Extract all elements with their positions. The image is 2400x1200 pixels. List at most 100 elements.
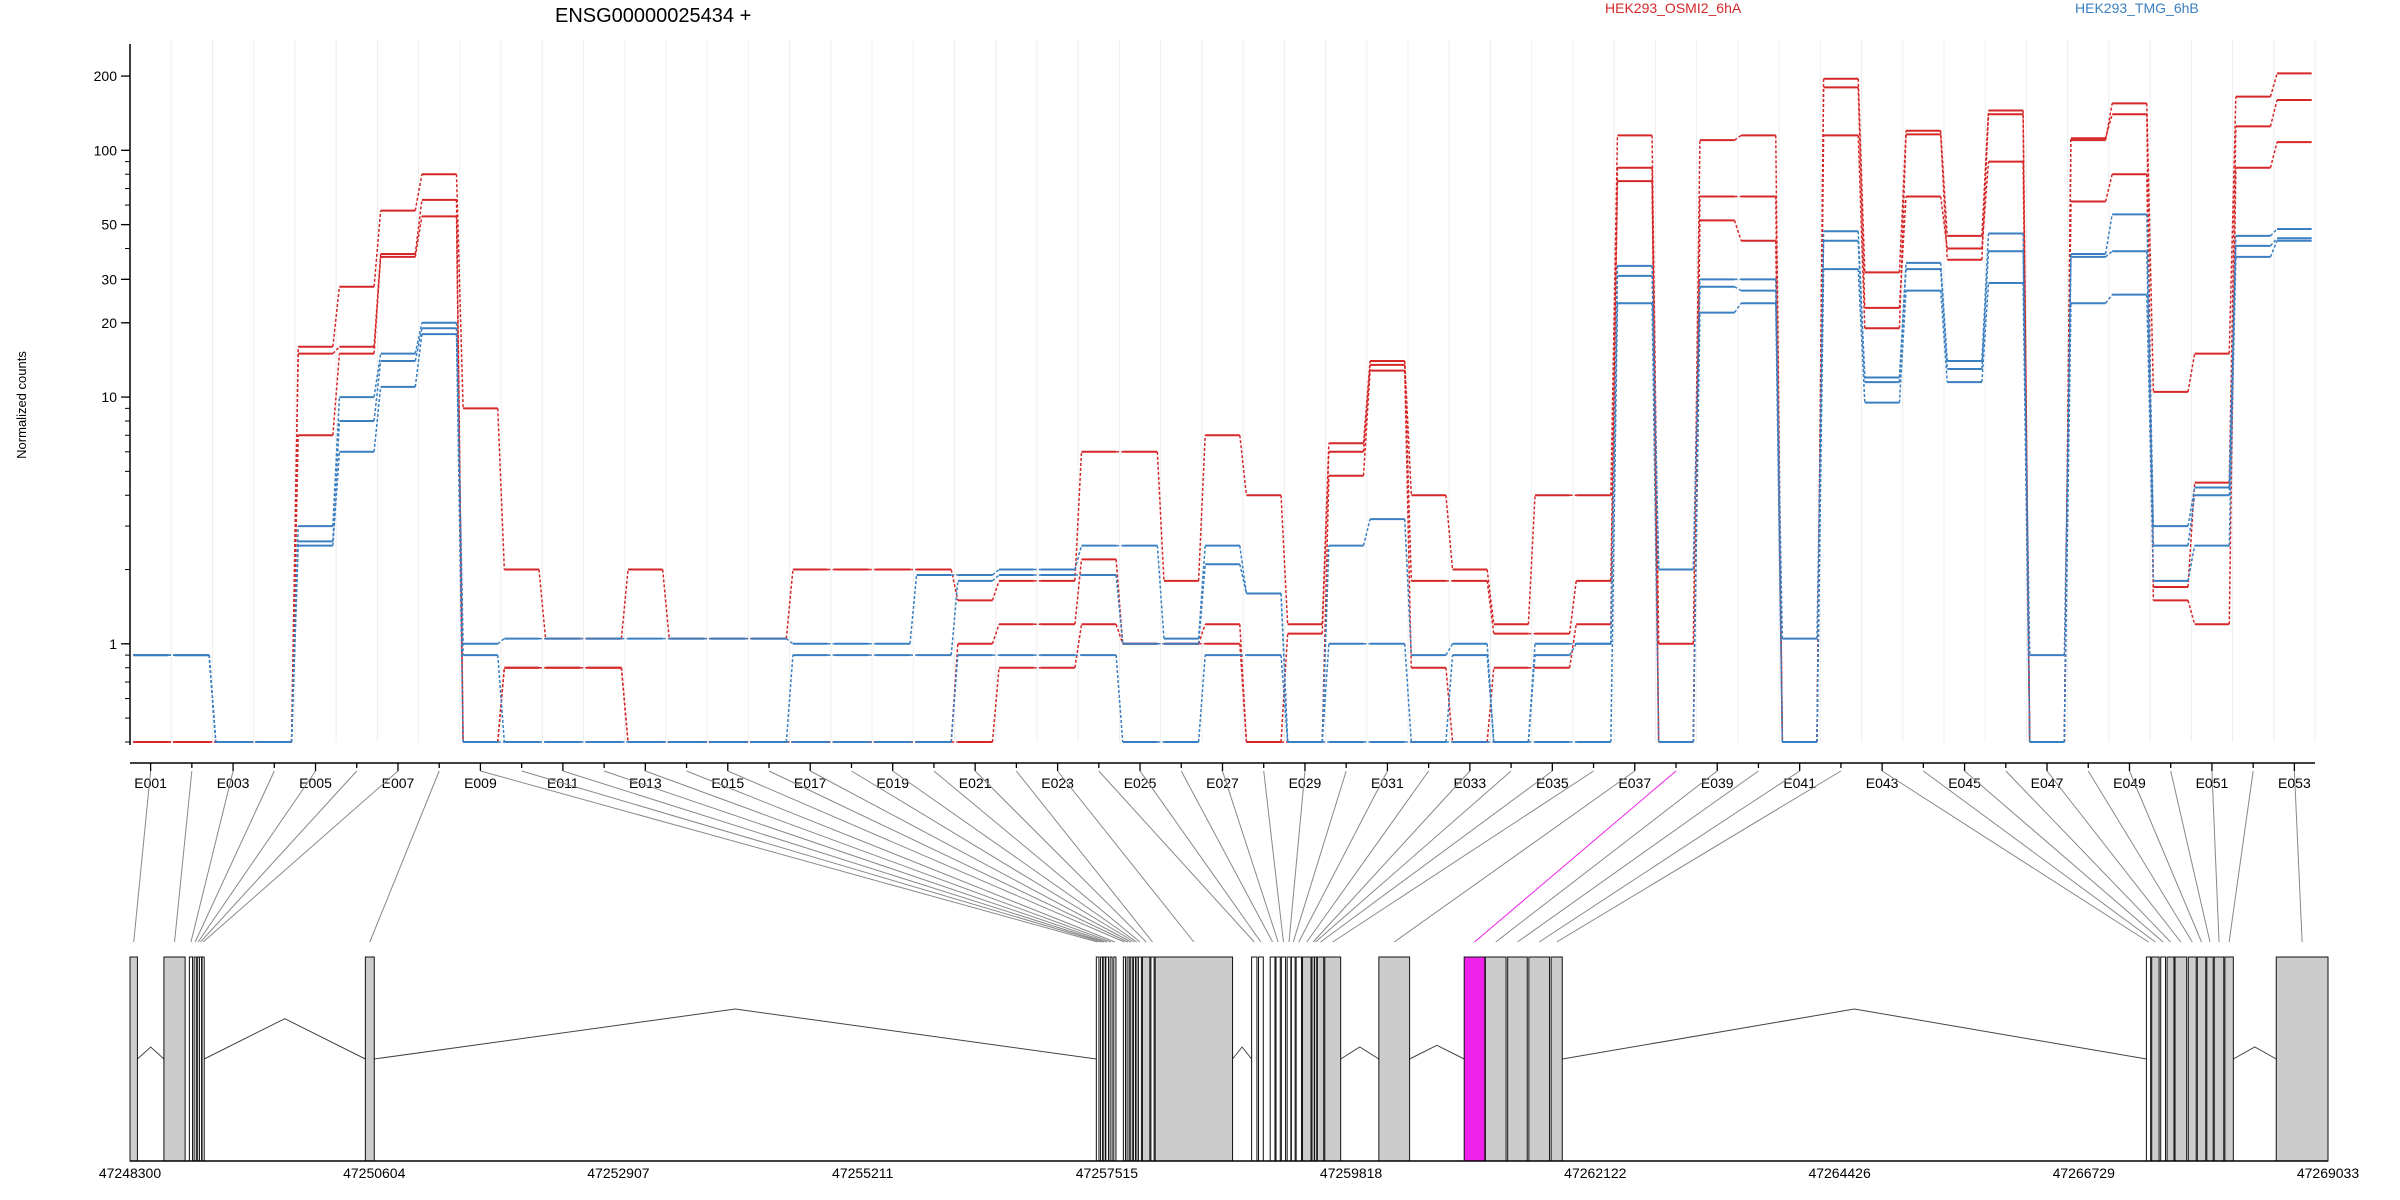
series-connector: [332, 286, 341, 347]
series-connector: [332, 346, 340, 355]
x-tick-label: E003: [217, 775, 250, 791]
series-connector: [1197, 624, 1206, 645]
connector-E046: [2005, 770, 2171, 943]
exon-box-E019: [1135, 956, 1139, 1162]
exon-box-E031: [1295, 956, 1302, 1162]
series-connector: [455, 328, 464, 656]
exon-box-E028: [1280, 956, 1287, 1162]
plot-grid: [129, 40, 2316, 742]
exon-box-E016: [1126, 956, 1130, 1162]
series-connector: [455, 334, 464, 743]
series-connector: [785, 655, 794, 743]
connector-E035: [1320, 770, 1553, 943]
exon-box-E045: [2160, 956, 2166, 1162]
x-tick-label: E015: [711, 775, 744, 791]
series-connector: [1857, 87, 1866, 308]
legend-label-osmi2: HEK293_OSMI2_6hA: [1605, 0, 1742, 16]
x-tick-label: E045: [1948, 775, 1981, 791]
series-connector: [991, 574, 1000, 582]
series-connector: [909, 574, 918, 644]
series-connector: [373, 386, 382, 452]
plot-series: [133, 72, 2312, 743]
series-connector: [620, 569, 629, 639]
exon-box-E052: [2224, 956, 2234, 1162]
intron-line: [1232, 1046, 1253, 1060]
series-connector: [1321, 643, 1330, 743]
connector-E039: [1495, 770, 1718, 943]
exon-box-E048: [2187, 956, 2197, 1162]
series-connector: [2146, 103, 2155, 392]
series-connector: [538, 569, 547, 639]
connector-E033: [1312, 770, 1471, 943]
exon-box-E050: [2206, 956, 2214, 1162]
exon-box-E001: [129, 956, 138, 1162]
series-connector: [1939, 134, 1949, 260]
connector-E044: [1923, 770, 2156, 943]
exon-box-E008: [364, 956, 375, 1162]
exon-box-E038: [1463, 956, 1486, 1162]
exon-box-E025: [1258, 956, 1264, 1162]
series-connector: [950, 655, 959, 743]
series-connector: [1445, 495, 1454, 570]
exon-box-E022: [1150, 956, 1155, 1162]
series-connector: [2104, 214, 2113, 255]
series-connector: [1486, 569, 1495, 625]
series-connector: [1898, 134, 1907, 329]
series-connector: [1239, 643, 1248, 743]
genome-axis: 47248300 47250604 47252907 47255211 47257515…: [99, 1160, 2359, 1181]
series-connector: [2146, 251, 2155, 546]
series-connector: [1362, 518, 1371, 546]
x-tick-label: E041: [1783, 775, 1816, 791]
exon-box-E049: [2196, 956, 2207, 1162]
connector-E013: [645, 770, 1112, 943]
connector-E025: [1139, 770, 1262, 943]
connector-E012: [603, 770, 1108, 943]
series-connector: [1692, 312, 1701, 743]
series-connector: [2187, 495, 2196, 546]
series-connector: [1734, 134, 1742, 141]
series-connector: [2146, 114, 2155, 601]
series-connector: [2105, 250, 2113, 258]
connector-E032: [1306, 770, 1430, 943]
x-tick-label: E013: [629, 775, 662, 791]
exon-box-E046: [2166, 956, 2175, 1162]
series-connector: [2269, 237, 2278, 247]
x-tick-label: E009: [464, 775, 497, 791]
exon-box-E036: [1324, 956, 1342, 1162]
exon-box-E043: [2145, 956, 2152, 1162]
series-connector: [1527, 495, 1536, 625]
series-connector: [1816, 269, 1825, 743]
exon-box-E027: [1275, 956, 1281, 1162]
x-axis: E001E003E005E007E009E011E013E015E017E019…: [130, 762, 2315, 791]
intron-line: [137, 1046, 165, 1060]
genome-tick-label: 47266729: [2053, 1165, 2116, 1181]
series-connector: [661, 569, 670, 639]
connector-E048: [2087, 770, 2193, 943]
series-connector: [373, 360, 382, 422]
series-connector: [1403, 519, 1413, 656]
series-connector: [2146, 214, 2155, 527]
series-connector: [1568, 624, 1577, 668]
series-connector: [2269, 73, 2278, 97]
series-connector: [1239, 435, 1248, 496]
exon-box-E033: [1311, 956, 1315, 1162]
series-connector: [332, 397, 341, 527]
connector-E023: [1057, 770, 1195, 943]
series-connector: [1651, 303, 1660, 743]
legend-label-tmg: HEK293_TMG_6hB: [2075, 0, 2199, 16]
series-HEK293_TMG_6hB: [133, 239, 2312, 743]
series-connector: [2228, 167, 2237, 625]
exon-box-E003: [188, 956, 194, 1162]
x-tick-label: E037: [1618, 775, 1651, 791]
exon-box-E007: [201, 956, 205, 1162]
exon-box-E037: [1378, 956, 1411, 1162]
series-connector: [1486, 667, 1495, 743]
exon-box-E021: [1141, 956, 1151, 1162]
series-connector: [1156, 545, 1165, 639]
series-connector: [1939, 269, 1949, 370]
series-connector: [1486, 580, 1495, 634]
series-connector: [2146, 294, 2155, 581]
series-connector: [1074, 545, 1083, 570]
series-connector: [1445, 655, 1454, 743]
x-tick-label: E047: [2031, 775, 2064, 791]
